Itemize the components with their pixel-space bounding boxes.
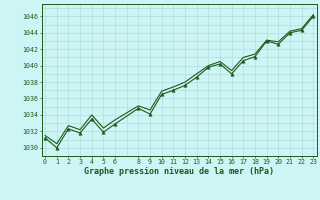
- X-axis label: Graphe pression niveau de la mer (hPa): Graphe pression niveau de la mer (hPa): [84, 167, 274, 176]
